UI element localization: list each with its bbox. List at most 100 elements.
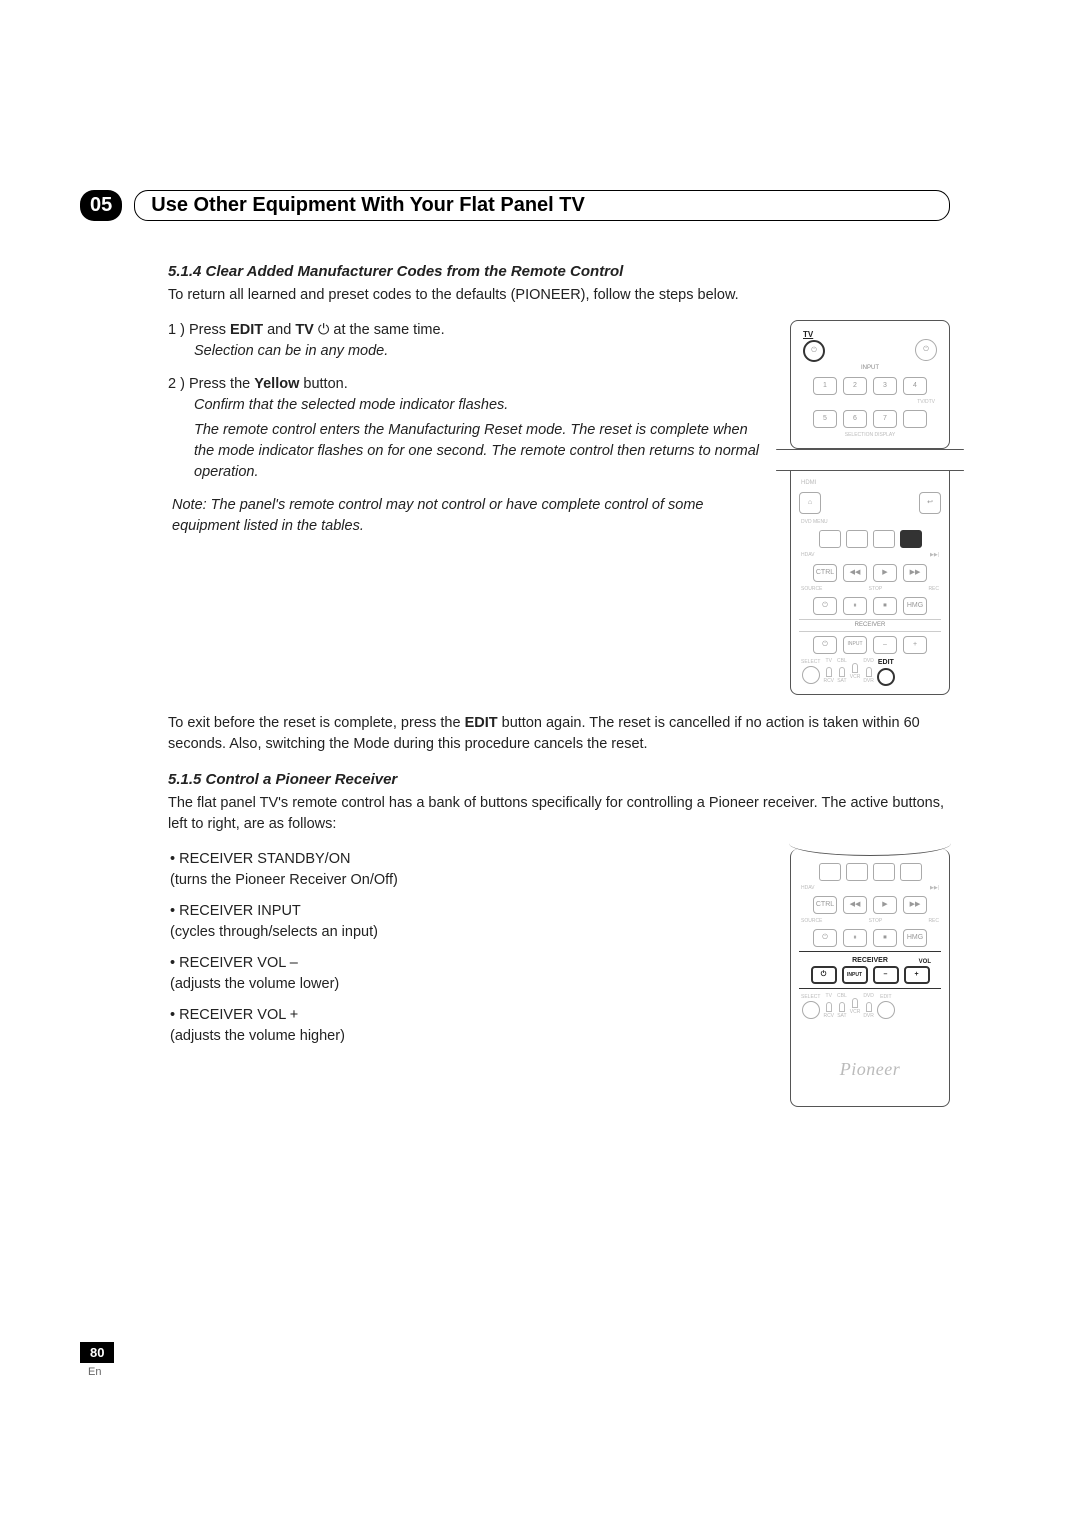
chapter-header: 05 Use Other Equipment With Your Flat Pa… <box>80 190 950 221</box>
remote-stop-label: STOP <box>869 586 883 593</box>
remote-source-label: SOURCE <box>801 586 822 593</box>
bullet-standby-desc: (turns the Pioneer Receiver On/Off) <box>170 870 762 891</box>
bullet-volminus-desc: (adjusts the volume lower) <box>170 974 762 995</box>
remote-btn-2: 2 <box>843 377 867 395</box>
page-content: 05 Use Other Equipment With Your Flat Pa… <box>80 190 950 1107</box>
remote2-ffwd: ▶▶ <box>903 896 927 914</box>
remote-rec-label: REC <box>928 586 939 593</box>
remote-color-3 <box>873 530 895 548</box>
remote-upper: TV ⏻ ⏻ INPUT 1 2 3 4 TV/DTV 5 <box>790 320 950 449</box>
remote-btn-blank <box>903 410 927 428</box>
remote-receiver-row: ⏻ INPUT – + <box>799 636 941 654</box>
chapter-title: Use Other Equipment With Your Flat Panel… <box>134 190 950 221</box>
remote2-edit-btn <box>877 1001 895 1019</box>
remote-hdmi-label: HDMI <box>801 479 816 488</box>
remote-tvdtv-label: TV/DTV <box>799 399 941 406</box>
chapter-number-badge: 05 <box>80 190 122 221</box>
remote2-rcv-minus: – <box>873 966 899 984</box>
remote-btn-6: 6 <box>843 410 867 428</box>
bullet-standby: RECEIVER STANDBY/ON (turns the Pioneer R… <box>170 849 762 891</box>
exit-edit: EDIT <box>465 715 498 731</box>
remote-num-row-1: 1 2 3 4 <box>799 377 941 395</box>
bullet-volplus-desc: (adjusts the volume higher) <box>170 1026 762 1047</box>
remote-return-button: ↩ <box>919 492 941 514</box>
remote-led-3: VCR <box>850 662 861 681</box>
main-content: 5.1.4 Clear Added Manufacturer Codes fro… <box>168 261 950 1107</box>
remote2-stop-label: STOP <box>869 918 883 925</box>
remote-ffwd-button: ▶▶ <box>903 564 927 582</box>
remote2-hdav-label: HDAV <box>801 885 815 892</box>
remote-color-row <box>799 530 941 548</box>
remote-transport-row-2: ⏻ ⏸ ⏹ HMG <box>799 597 941 615</box>
remote-select-row: SELECT TVRCV CBLSAT VCR DVDDVR EDIT <box>799 658 941 686</box>
remote-rcv-vol-minus: – <box>873 636 897 654</box>
remote-source-button: ⏻ <box>813 597 837 615</box>
remote-btn-4: 4 <box>903 377 927 395</box>
remote-sel-disp-label: SELECTION DISPLAY <box>799 432 941 439</box>
bullet-standby-title: RECEIVER STANDBY/ON <box>170 851 350 867</box>
remote2-pause: ⏸ <box>843 929 867 947</box>
remote2-led-1: TVRCV <box>823 993 834 1020</box>
remote-btn-7: 7 <box>873 410 897 428</box>
remote-transport-row-1: CTRL ◀◀ ▶ ▶▶ <box>799 564 941 582</box>
pioneer-logo: Pioneer <box>799 1056 941 1082</box>
remote2-hmg: HMG <box>903 929 927 947</box>
bullet-input: RECEIVER INPUT (cycles through/selects a… <box>170 901 762 943</box>
remote-select-label: SELECT <box>801 659 820 666</box>
remote-color-yellow <box>900 530 922 548</box>
section-514-intro: To return all learned and preset codes t… <box>168 285 950 306</box>
remote-select-button <box>802 666 820 684</box>
remote-rcv-vol-plus: + <box>903 636 927 654</box>
section-515-body: RECEIVER STANDBY/ON (turns the Pioneer R… <box>168 849 950 1107</box>
remote-power-button: ⏻ <box>915 339 937 361</box>
remote2-select-row: SELECT TVRCV CBLSAT VCR DVDDVR EDIT <box>799 993 941 1020</box>
step-1-text-mid: and <box>263 322 295 338</box>
remote-color-2 <box>846 530 868 548</box>
step-1-edit: EDIT <box>230 322 263 338</box>
remote2-color-row <box>799 863 941 881</box>
remote-tv-label: TV <box>803 329 825 341</box>
section-514-heading: 5.1.4 Clear Added Manufacturer Codes fro… <box>168 261 950 283</box>
bullet-volminus-title: RECEIVER VOL – <box>170 955 298 971</box>
remote2-led-4: DVDDVR <box>863 993 874 1020</box>
remote2-source-btn: ⏻ <box>813 929 837 947</box>
section-514-body: 1 ) Press EDIT and TV ⏻ at the same time… <box>168 320 950 695</box>
remote-ctrl-button: CTRL <box>813 564 837 582</box>
section-514-steps: 1 ) Press EDIT and TV ⏻ at the same time… <box>168 320 762 695</box>
remote2-receiver-band: RECEIVER VOL ⏻ INPUT – + <box>799 951 941 989</box>
section-515-bullets: RECEIVER STANDBY/ON (turns the Pioneer R… <box>170 849 762 1107</box>
remote-play-button: ▶ <box>873 564 897 582</box>
bullet-input-desc: (cycles through/selects an input) <box>170 922 762 943</box>
remote2-color-1 <box>819 863 841 881</box>
remote-illustration-top: TV ⏻ ⏻ INPUT 1 2 3 4 TV/DTV 5 <box>790 320 950 695</box>
remote-rewind-button: ◀◀ <box>843 564 867 582</box>
step-1-text-pre: 1 ) Press <box>168 322 230 338</box>
remote2-color-4 <box>900 863 922 881</box>
remote-bottom-outline: HDAV▶▶| CTRL ◀◀ ▶ ▶▶ SOURCE STOP REC ⏻ <box>790 849 950 1107</box>
remote-input-label: INPUT <box>799 364 941 373</box>
remote-rcv-power: ⏻ <box>813 636 837 654</box>
step-1-tv: TV <box>295 322 314 338</box>
remote-edit-button <box>877 668 895 686</box>
remote2-rec-label: REC <box>928 918 939 925</box>
page-number: 80 <box>80 1342 114 1363</box>
remote-hdav-label: HDAV <box>801 552 815 559</box>
remote-home-button: ⌂ <box>799 492 821 514</box>
remote2-led-3: VCR <box>850 997 861 1016</box>
remote-led-dvd: DVDDVR <box>863 658 874 685</box>
remote2-color-2 <box>846 863 868 881</box>
remote-btn-1: 1 <box>813 377 837 395</box>
remote-num-row-2: 5 6 7 <box>799 410 941 428</box>
remote2-play: ▶ <box>873 896 897 914</box>
remote2-rcv-plus: + <box>904 966 930 984</box>
section-514-note: Note: The panel's remote control may not… <box>168 495 762 537</box>
step-1-text-post: ⏻ at the same time. <box>314 322 445 338</box>
remote2-rcv-power: ⏻ <box>811 966 837 984</box>
remote-color-1 <box>819 530 841 548</box>
remote2-rewind: ◀◀ <box>843 896 867 914</box>
remote2-rcv-input: INPUT <box>842 966 868 984</box>
remote-illustration-bottom: HDAV▶▶| CTRL ◀◀ ▶ ▶▶ SOURCE STOP REC ⏻ <box>790 849 950 1107</box>
step-2-text-pre: 2 ) Press the <box>168 376 254 392</box>
remote2-select-btn <box>802 1001 820 1019</box>
remote2-edit-label: EDIT <box>880 994 891 1001</box>
